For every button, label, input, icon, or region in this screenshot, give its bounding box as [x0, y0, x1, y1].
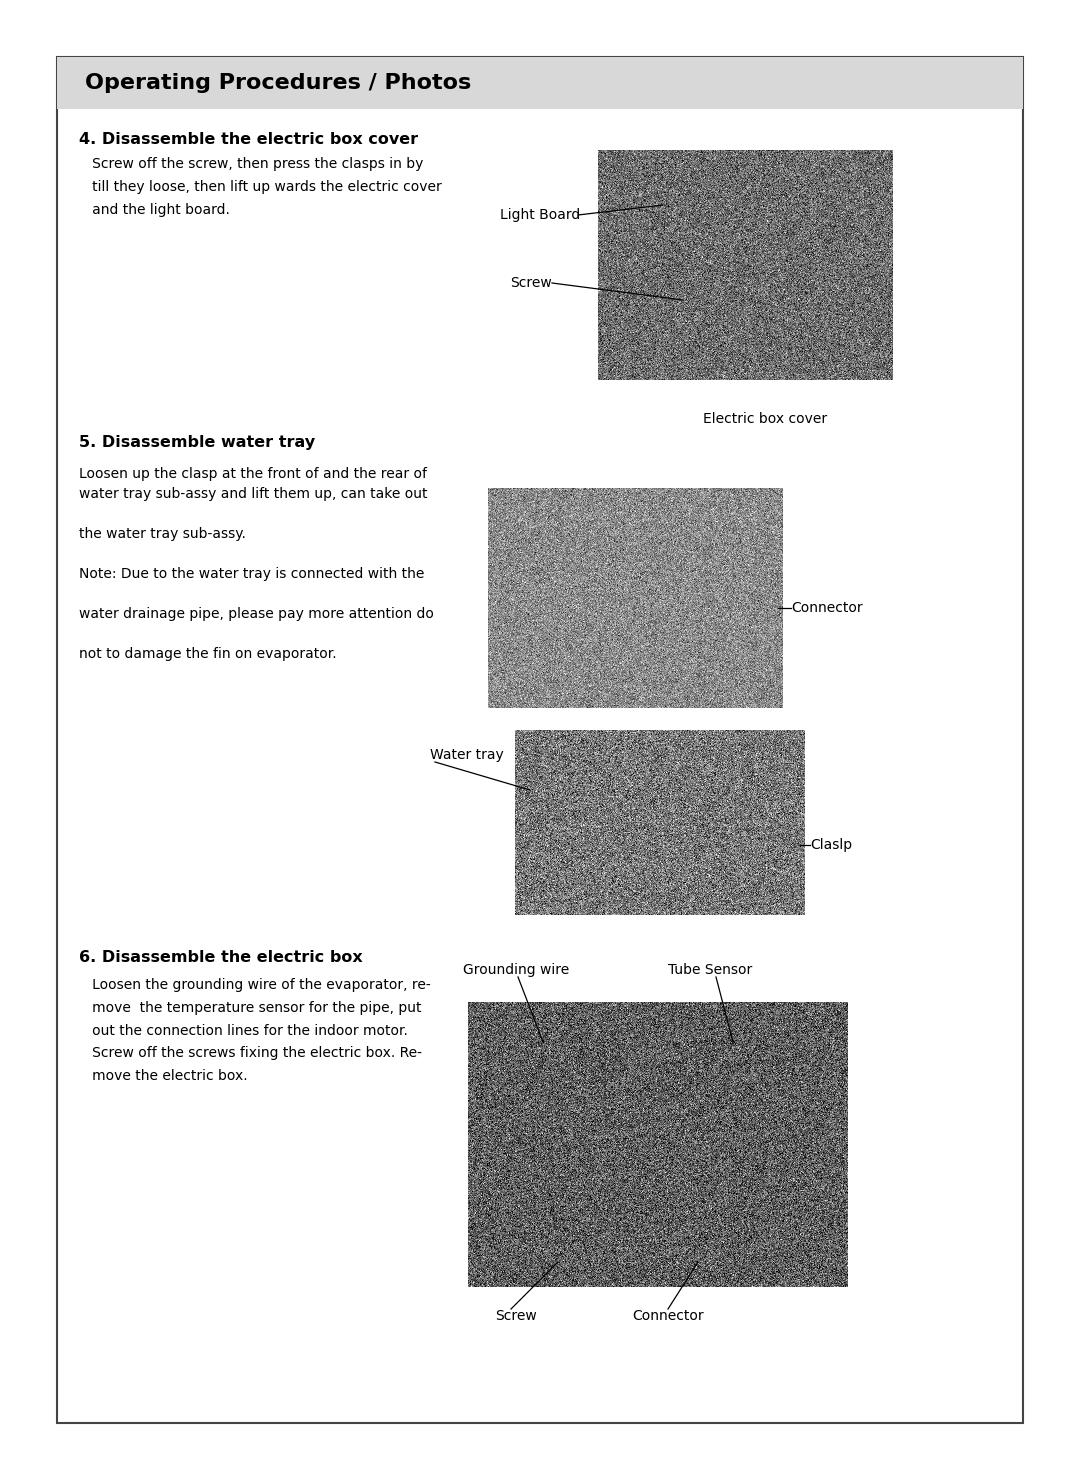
Text: Screw: Screw [510, 277, 552, 290]
Text: Operating Procedures / Photos: Operating Procedures / Photos [85, 73, 471, 94]
Text: Connector: Connector [632, 1309, 704, 1323]
Text: Screw off the screw, then press the clasps in by
   till they loose, then lift u: Screw off the screw, then press the clas… [79, 157, 442, 217]
Text: Water tray: Water tray [430, 748, 503, 762]
Text: Light Board: Light Board [500, 208, 580, 222]
Text: Tube Sensor: Tube Sensor [669, 963, 753, 977]
Text: Grounding wire: Grounding wire [463, 963, 569, 977]
Text: 5. Disassemble water tray: 5. Disassemble water tray [79, 435, 315, 451]
Text: Note: Due to the water tray is connected with the: Note: Due to the water tray is connected… [79, 568, 424, 581]
Text: 4. Disassemble the electric box cover: 4. Disassemble the electric box cover [79, 132, 418, 146]
Text: not to damage the fin on evaporator.: not to damage the fin on evaporator. [79, 647, 337, 661]
Text: Loosen up the clasp at the front of and the rear of: Loosen up the clasp at the front of and … [79, 467, 427, 481]
Text: Electric box cover: Electric box cover [703, 413, 827, 426]
Text: Screw: Screw [495, 1309, 537, 1323]
Text: water tray sub-assy and lift them up, can take out: water tray sub-assy and lift them up, ca… [79, 487, 428, 500]
Text: water drainage pipe, please pay more attention do: water drainage pipe, please pay more att… [79, 607, 434, 620]
Bar [57, 57, 1023, 1423]
Text: the water tray sub-assy.: the water tray sub-assy. [79, 527, 246, 541]
Text: 6. Disassemble the electric box: 6. Disassemble the electric box [79, 949, 363, 966]
Text: Claslp: Claslp [810, 838, 852, 851]
Text: Loosen the grounding wire of the evaporator, re-
   move  the temperature sensor: Loosen the grounding wire of the evapora… [79, 977, 431, 1083]
Bar [57, 57, 1023, 110]
Text: Connector: Connector [791, 601, 863, 614]
